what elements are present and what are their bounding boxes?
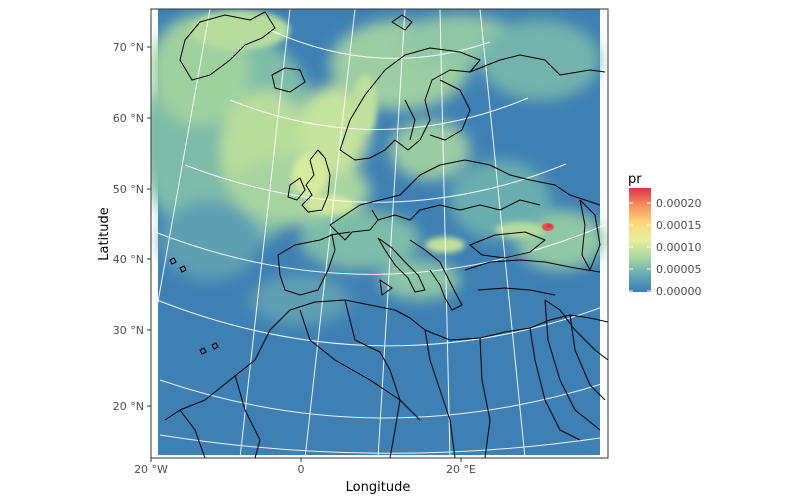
legend: pr 0.00020 0.00015 0.00010 0.00005 0.000… (628, 172, 702, 298)
legend-label: 0.00015 (656, 219, 702, 232)
x-tick-label: 20 °W (134, 463, 168, 476)
y-tick-label: 20 °N (113, 400, 144, 413)
y-tick-label: 70 °N (113, 41, 144, 54)
y-axis: 70 °N 60 °N 50 °N 40 °N 30 °N 20 °N Lati… (97, 41, 151, 413)
y-tick-label: 50 °N (113, 183, 144, 196)
legend-title: pr (628, 172, 642, 187)
legend-label: 0.00005 (656, 263, 702, 276)
x-tick-label: 0 (298, 463, 305, 476)
coastlines-and-borders (164, 11, 608, 458)
x-axis-title: Longitude (346, 480, 411, 495)
legend-label: 0.00020 (656, 197, 702, 210)
x-axis: 20 °W 0 20 °E Longitude (134, 458, 476, 495)
map-panel (150, 8, 609, 459)
graticule (151, 9, 608, 458)
legend-label: 0.00000 (656, 285, 702, 298)
x-tick-label: 20 °E (446, 463, 476, 476)
precipitation-raster (151, 9, 605, 455)
legend-colorbar (629, 188, 651, 292)
y-tick-label: 60 °N (113, 112, 144, 125)
legend-label: 0.00010 (656, 241, 702, 254)
y-axis-title: Latitude (97, 207, 112, 261)
y-tick-label: 40 °N (113, 253, 144, 266)
y-tick-label: 30 °N (113, 324, 144, 337)
